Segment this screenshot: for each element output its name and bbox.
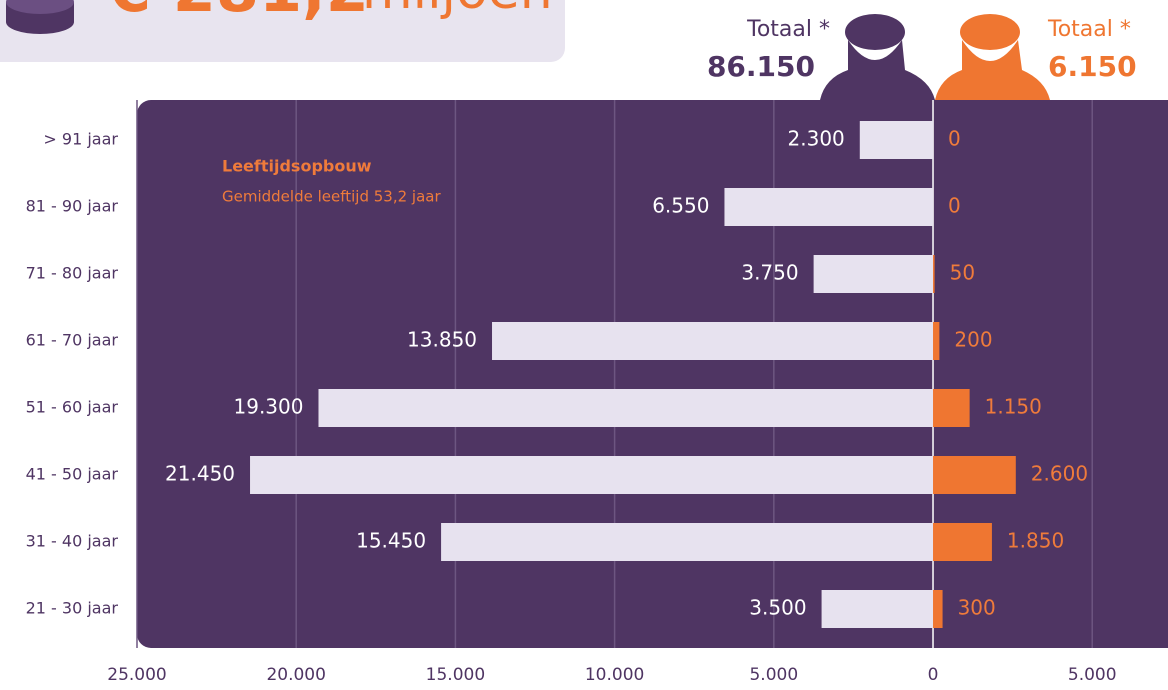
y-tick-label: 81 - 90 jaar (26, 197, 119, 216)
value-label: 13.850 (407, 328, 477, 352)
headline-unit: miljoen (362, 0, 553, 21)
y-tick-label: 41 - 50 jaar (26, 465, 119, 484)
value-label: 15.450 (356, 529, 426, 553)
value-label: 50 (950, 261, 975, 285)
value-label: 1.850 (1007, 529, 1064, 553)
value-label: 2.600 (1031, 462, 1088, 486)
value-label: 0 (948, 194, 961, 218)
value-label: 6.550 (652, 194, 709, 218)
value-label: 0 (948, 127, 961, 151)
y-tick-label: 61 - 70 jaar (26, 331, 119, 350)
bar (933, 590, 943, 628)
total-value: 6.150 (1048, 50, 1137, 83)
value-label: 300 (958, 596, 996, 620)
bar (933, 322, 940, 360)
x-tick-label: 10.000 (585, 665, 644, 685)
value-label: 3.500 (749, 596, 806, 620)
panel (137, 100, 1168, 648)
bar (441, 523, 934, 561)
x-tick-label: 15.000 (426, 665, 485, 685)
y-tick-label: 71 - 80 jaar (26, 264, 119, 283)
bar (933, 523, 992, 561)
bar (318, 389, 934, 427)
y-tick-label: 31 - 40 jaar (26, 532, 119, 551)
bar (933, 456, 1016, 494)
value-label: 3.750 (741, 261, 798, 285)
x-tick-label: 25.000 (107, 665, 166, 685)
value-label: 21.450 (165, 462, 235, 486)
x-tick-label: 20.000 (266, 665, 325, 685)
bar (250, 456, 934, 494)
soldier-icon (935, 14, 1050, 100)
y-tick-label: 51 - 60 jaar (26, 398, 119, 417)
y-tick-label: > 91 jaar (43, 130, 118, 149)
x-tick-label: 0 (928, 665, 939, 685)
value-label: 1.150 (985, 395, 1042, 419)
bar (724, 188, 934, 226)
value-label: 19.300 (234, 395, 304, 419)
total-label: Totaal * (746, 17, 830, 42)
coin-icon (6, 0, 74, 34)
annotation-title: Leeftijdsopbouw (222, 157, 372, 176)
y-tick-label: 21 - 30 jaar (26, 599, 119, 618)
total-value: 86.150 (707, 50, 815, 83)
headline-box (0, 0, 565, 62)
x-tick-label: 5.000 (749, 665, 798, 685)
value-label: 2.300 (788, 127, 845, 151)
headline-amount: € 281,2 (106, 0, 369, 26)
bar (933, 389, 970, 427)
total-label: Totaal * (1047, 17, 1131, 42)
bar (492, 322, 934, 360)
annotation-subtitle: Gemiddelde leeftijd 53,2 jaar (222, 188, 441, 206)
x-tick-label: 5.000 (1068, 665, 1117, 685)
bar (813, 255, 934, 293)
soldier-icon (820, 14, 935, 100)
bar (821, 590, 934, 628)
bar (859, 121, 934, 159)
value-label: 200 (954, 328, 992, 352)
bar (933, 255, 935, 293)
